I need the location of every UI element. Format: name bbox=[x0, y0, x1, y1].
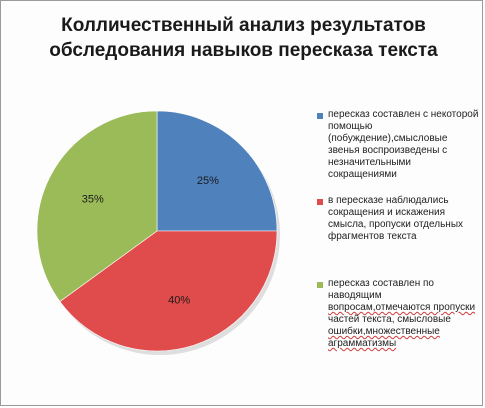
pie-slice-green bbox=[36, 110, 158, 302]
legend-3-line-2: наводящим bbox=[328, 290, 382, 301]
legend-1-line-3: (побуждение),смысловые bbox=[328, 133, 448, 144]
legend-swatch-red bbox=[317, 199, 323, 205]
legend-2-line-3: смысла, пропуски отдельных bbox=[328, 219, 464, 230]
legend-label-1: пересказ составлен с некоторой помощью (… bbox=[328, 109, 485, 181]
pie-slice-blue bbox=[156, 110, 278, 232]
legend-3-line-5: ошибки,множественные bbox=[328, 326, 440, 337]
legend-3-line-3: вопросам,отмечаются пропуски bbox=[328, 302, 476, 313]
legend-1-line-2: помощью bbox=[328, 121, 373, 132]
chart-title: Колличественный анализ результатов обсле… bbox=[21, 13, 466, 63]
legend-1-line-4: звенья воспроизведены с bbox=[328, 145, 448, 156]
legend-2-line-1: в пересказе наблюдались bbox=[328, 195, 449, 206]
legend-1-line-6: сокращениями bbox=[328, 169, 397, 180]
legend-2-line-2: сокращения и искажения bbox=[328, 207, 446, 218]
legend-swatch-green bbox=[317, 282, 323, 288]
legend-3-line-6: аграмматизмы bbox=[328, 338, 397, 349]
legend-swatch-blue bbox=[317, 113, 323, 119]
pie-label-green: 35% bbox=[82, 193, 104, 205]
legend-3-line-4: частей текста, смысловые bbox=[328, 314, 451, 325]
legend-1-line-5: незначительными bbox=[328, 157, 412, 168]
legend-1-line-1: пересказ составлен с некоторой bbox=[328, 109, 479, 120]
legend-label-3: пересказ составлен по наводящим вопросам… bbox=[328, 278, 485, 350]
pie-slice-red bbox=[59, 230, 278, 352]
legend-2-line-4: фрагментов текста bbox=[328, 231, 417, 242]
legend-label-2: в пересказе наблюдались сокращения и иск… bbox=[328, 195, 485, 243]
chart-title-line-1: Колличественный анализ результатов bbox=[61, 15, 426, 36]
legend-3-line-1: пересказ составлен по bbox=[328, 278, 434, 289]
pie-label-red: 40% bbox=[168, 295, 190, 307]
chart-title-line-2: обследования навыков пересказа текста bbox=[49, 40, 438, 61]
pie-label-blue: 25% bbox=[197, 175, 219, 187]
